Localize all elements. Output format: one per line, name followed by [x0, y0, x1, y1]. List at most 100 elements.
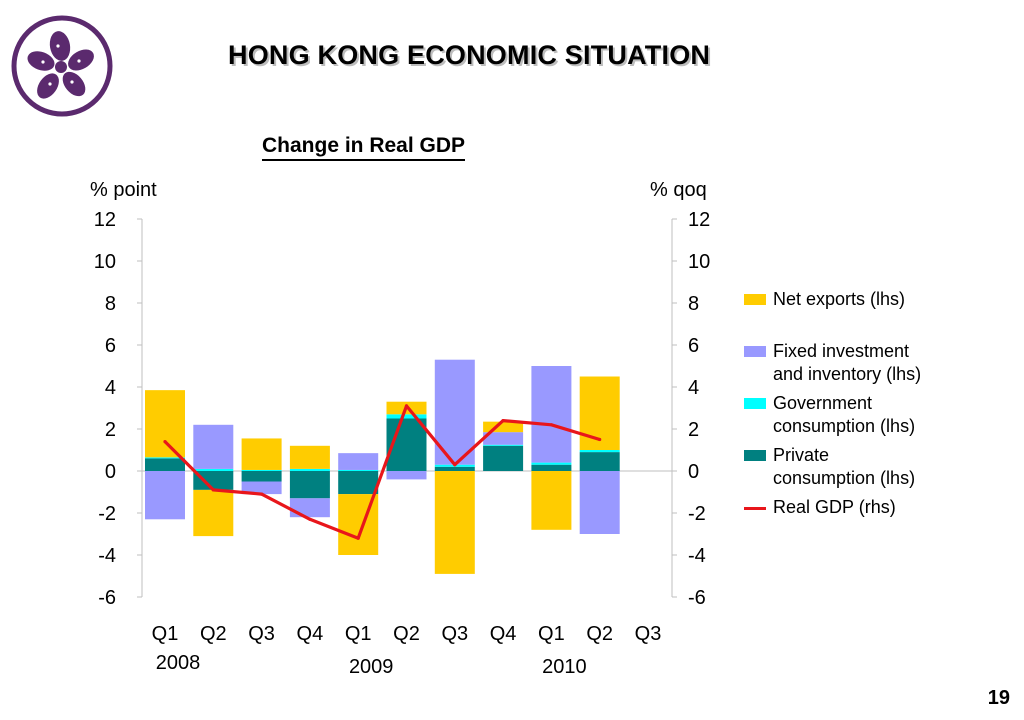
left-tick-label: 0	[105, 461, 116, 483]
legend-label: Fixed investment and inventory (lhs)	[773, 341, 922, 384]
legend-swatch	[744, 398, 766, 409]
bar-fixed-investment	[338, 453, 379, 470]
legend-swatch	[744, 507, 766, 510]
bar-fixed-investment	[531, 366, 572, 463]
category-label: Q2	[200, 623, 227, 645]
category-label: Q4	[490, 623, 517, 645]
bar-private	[193, 471, 234, 490]
real-gdp-point	[501, 419, 505, 423]
left-axis-title: % point	[90, 179, 157, 201]
left-tick-label: 6	[105, 335, 116, 357]
right-tick-label: -2	[688, 503, 706, 525]
right-tick-label: 0	[688, 461, 699, 483]
real-gdp-point	[453, 463, 457, 467]
right-tick-label: -6	[688, 587, 706, 609]
bar-private	[579, 452, 620, 471]
real-gdp-point	[549, 423, 554, 427]
right-tick-label: 10	[688, 251, 710, 273]
bar-net-exports	[145, 390, 185, 458]
bar-government	[241, 469, 282, 471]
bar-private	[483, 445, 524, 471]
real-gdp-point	[260, 492, 264, 496]
year-label: 2009	[349, 656, 394, 678]
real-gdp-point	[598, 437, 602, 442]
bar-net-exports	[579, 376, 620, 450]
left-tick-label: 4	[105, 377, 116, 399]
bar-government	[386, 414, 427, 419]
category-label: Q4	[297, 623, 324, 645]
legend-label: Net exports (lhs)	[773, 289, 906, 309]
left-tick-label: -4	[98, 545, 116, 567]
left-tick-label: 8	[105, 293, 116, 315]
right-tick-label: 4	[688, 377, 699, 399]
legend-swatch	[744, 294, 766, 305]
slide-title: HONG KONG ECONOMIC SITUATION	[228, 40, 711, 70]
category-label: Q1	[538, 623, 565, 645]
right-axis-title: % qoq	[650, 179, 707, 201]
legend-label: Private consumption (lhs)	[773, 445, 916, 488]
category-label: Q1	[152, 623, 179, 645]
bar-net-exports	[434, 471, 475, 574]
bar-government	[145, 457, 185, 459]
year-label: 2008	[156, 652, 201, 674]
legend-item-fixed-investment: Fixed investment and inventory (lhs)	[744, 340, 921, 386]
real-gdp-point	[211, 488, 215, 492]
legend-label: Government consumption (lhs)	[773, 393, 916, 436]
legend-label: Real GDP (rhs)	[773, 497, 896, 517]
real-gdp-line	[163, 404, 601, 540]
category-label: Q3	[635, 623, 662, 645]
left-tick-label: -6	[98, 587, 116, 609]
bar-government	[289, 468, 330, 471]
logo-ring	[11, 15, 113, 117]
legend-item-private: Private consumption (lhs)	[744, 444, 915, 490]
legend-swatch	[744, 450, 766, 461]
bar-fixed-investment	[386, 471, 427, 480]
category-label: Q3	[441, 623, 468, 645]
bar-net-exports	[241, 438, 282, 470]
bar-private	[531, 464, 572, 471]
bar-private	[241, 471, 282, 482]
legend-item-net-exports: Net exports (lhs)	[744, 288, 905, 311]
left-tick-label: 12	[94, 209, 116, 231]
legend-swatch	[744, 346, 766, 357]
category-label: Q3	[248, 623, 275, 645]
right-tick-label: 8	[688, 293, 699, 315]
bar-government	[531, 462, 572, 465]
category-label: Q2	[586, 623, 613, 645]
bar-fixed-investment	[579, 471, 620, 534]
left-tick-label: 10	[94, 251, 116, 273]
bar-private	[289, 471, 330, 499]
bar-fixed-investment	[193, 424, 234, 469]
bar-net-exports	[531, 471, 572, 530]
bar-private	[338, 471, 379, 495]
category-label: Q2	[393, 623, 420, 645]
bar-government	[483, 444, 524, 446]
bar-government	[338, 469, 379, 471]
bar-fixed-investment	[145, 471, 185, 520]
page-number: 19	[987, 687, 1010, 709]
legend-item-government: Government consumption (lhs)	[744, 392, 915, 438]
real-gdp-point	[356, 536, 360, 540]
legend-item-real-gdp: Real GDP (rhs)	[744, 496, 896, 519]
right-tick-label: 2	[688, 419, 699, 441]
bar-net-exports	[289, 445, 330, 469]
bauhinia-flower-icon	[27, 31, 94, 99]
bar-government	[193, 468, 234, 471]
bar-fixed-investment	[289, 498, 330, 518]
right-tick-label: 12	[688, 209, 710, 231]
bar-private	[434, 466, 475, 471]
bar-net-exports	[483, 421, 524, 433]
bar-fixed-investment	[241, 481, 282, 495]
bauhinia-logo	[11, 15, 113, 117]
right-tick-label: -4	[688, 545, 706, 567]
bar-net-exports	[193, 489, 234, 537]
chart-title: Change in Real GDP	[262, 134, 466, 161]
bar-private	[145, 458, 185, 471]
left-tick-label: -2	[98, 503, 116, 525]
bar-fixed-investment	[483, 432, 524, 445]
category-label: Q1	[345, 623, 372, 645]
bar-government	[579, 450, 620, 453]
right-tick-label: 6	[688, 335, 699, 357]
real-gdp-point	[404, 404, 409, 408]
